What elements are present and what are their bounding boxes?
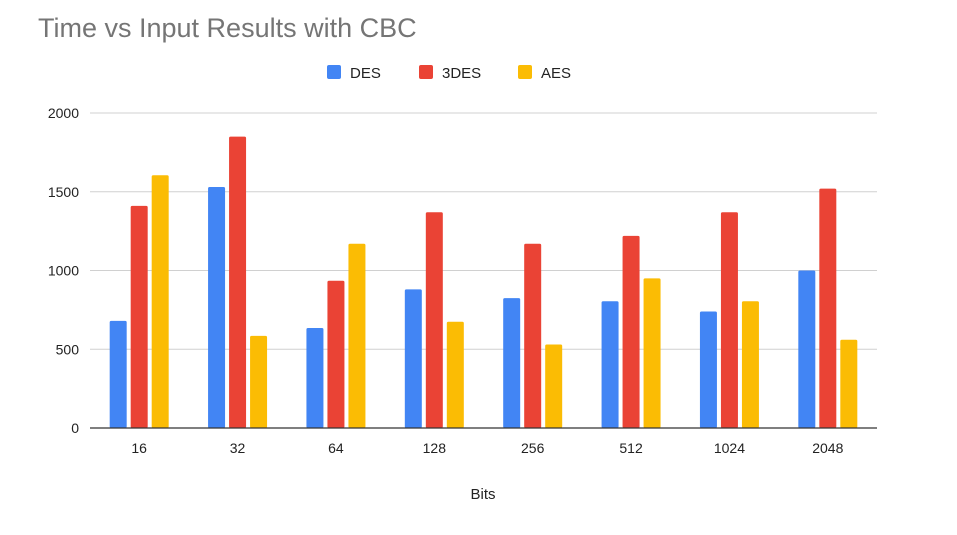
bar-aes-1024 (741, 301, 759, 428)
bar-des-16 (109, 320, 127, 428)
bar-des-32 (208, 187, 226, 428)
y-axis-ticks: 0 500 1000 1500 2000 (48, 105, 79, 436)
bar-des-256 (503, 298, 521, 428)
legend-swatch-des (327, 65, 341, 79)
bar-3des-2048 (819, 188, 837, 428)
x-tick-label: 128 (423, 440, 447, 456)
x-tick-label: 2048 (812, 440, 843, 456)
legend: DES 3DES AES (327, 65, 571, 82)
bar-aes-512 (643, 278, 661, 428)
gridlines (90, 112, 877, 350)
x-tick-label: 32 (230, 440, 246, 456)
bar-des-2048 (798, 270, 816, 428)
x-tick-label: 512 (619, 440, 643, 456)
x-tick-label: 1024 (714, 440, 745, 456)
x-axis-title: Bits (470, 486, 495, 503)
bar-3des-32 (229, 136, 247, 428)
bar-3des-16 (130, 205, 148, 428)
bar-3des-1024 (720, 212, 738, 428)
x-axis-ticks: 16 32 64 128 256 512 1024 2048 (131, 440, 843, 456)
bar-des-128 (404, 289, 422, 428)
x-tick-label: 16 (131, 440, 147, 456)
legend-label-aes: AES (541, 65, 571, 82)
legend-label-3des: 3DES (442, 65, 481, 82)
bar-3des-128 (425, 212, 443, 428)
chart-title: Time vs Input Results with CBC (38, 13, 417, 43)
y-tick-label: 500 (56, 341, 80, 357)
bar-aes-128 (446, 321, 464, 428)
bar-des-64 (306, 327, 324, 428)
bar-3des-512 (622, 235, 640, 428)
x-tick-label: 64 (328, 440, 344, 456)
bar-3des-64 (327, 280, 345, 428)
legend-swatch-3des (419, 65, 433, 79)
y-tick-label: 2000 (48, 105, 79, 121)
legend-swatch-aes (518, 65, 532, 79)
bar-aes-256 (545, 344, 563, 428)
bar-aes-2048 (840, 339, 858, 428)
bars (109, 136, 858, 428)
bar-aes-64 (348, 243, 366, 428)
bar-des-512 (601, 301, 619, 428)
y-tick-label: 1000 (48, 263, 79, 279)
x-tick-label: 256 (521, 440, 545, 456)
y-tick-label: 0 (71, 420, 79, 436)
y-tick-label: 1500 (48, 184, 79, 200)
bar-des-1024 (699, 311, 717, 428)
legend-label-des: DES (350, 65, 381, 82)
bar-aes-16 (151, 175, 169, 428)
bar-3des-256 (524, 243, 542, 428)
bar-aes-32 (250, 335, 268, 428)
